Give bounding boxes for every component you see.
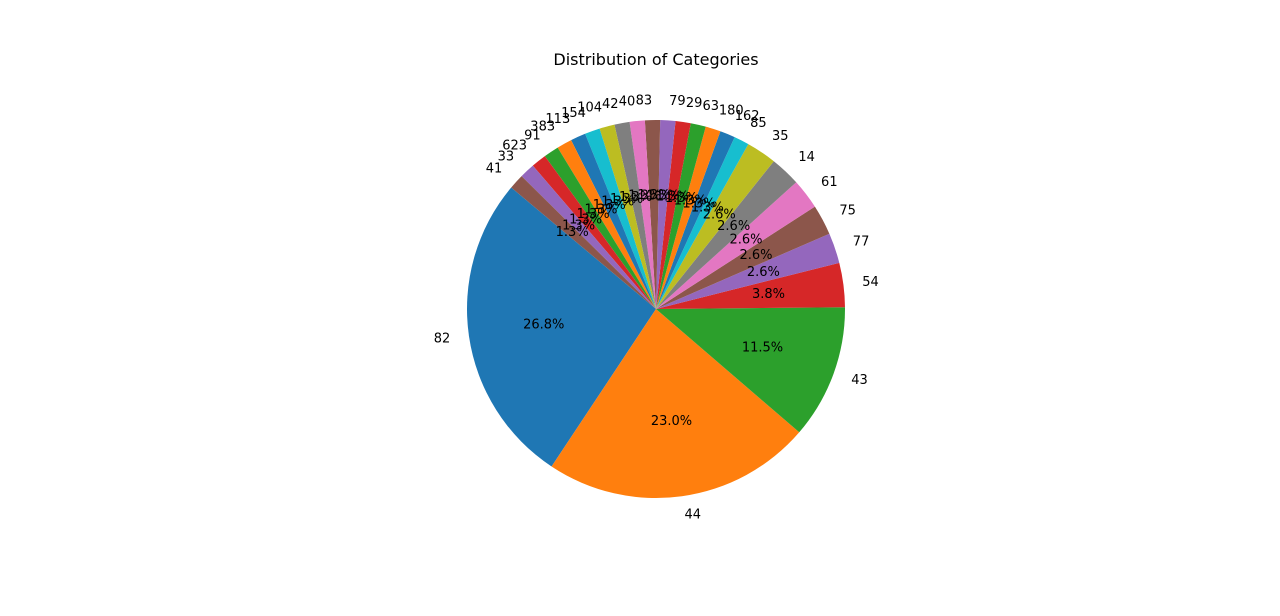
percent-label-85: 1.3% [691,200,724,215]
pie-slice-91 [544,147,656,309]
slice-label-180: 180 [719,103,744,118]
percent-label-61: 2.6% [730,233,763,248]
pie-slice-54 [656,262,845,309]
percent-label-162: 1.3% [682,197,715,212]
percent-label-41: 1.3% [556,225,589,240]
slice-label-29: 29 [686,96,703,111]
slice-label-63: 63 [703,99,720,114]
pie-slice-63 [656,123,706,309]
percent-label-42: 1.3% [619,190,652,205]
slice-label-82: 82 [434,331,451,346]
percent-label-75: 2.6% [739,248,772,263]
slice-label-41: 41 [486,162,503,177]
pie-slice-41 [511,176,656,309]
slice-label-40: 40 [619,95,636,110]
slice-label-43: 43 [851,373,868,388]
percent-label-113: 1.3% [593,198,626,213]
pie-slice-623 [532,156,656,309]
percent-label-40: 1.3% [628,189,661,204]
pie-slice-44 [551,309,800,498]
percent-label-35: 2.6% [703,207,736,222]
pie-slice-61 [656,182,815,309]
slice-label-79: 79 [669,94,686,109]
slice-label-61: 61 [821,175,838,190]
slice-label-35: 35 [772,129,789,144]
slice-label-14: 14 [798,150,815,165]
percent-label-77: 2.6% [747,265,780,280]
pie-slice-383 [557,140,656,309]
percent-label-104: 1.3% [610,192,643,207]
percent-labels: 26.8%23.0%11.5%3.8%2.6%2.6%2.6%2.6%2.6%1… [523,188,785,429]
percent-label-14: 2.6% [717,219,750,234]
slice-label-113: 113 [545,112,570,127]
percent-label-82: 26.8% [523,318,564,333]
pie-slice-77 [656,233,840,309]
pie-slice-29 [656,121,691,309]
pie-slice-85 [656,137,749,309]
pie-slice-83 [644,120,661,309]
slice-label-33: 33 [498,149,515,164]
slice-label-91: 91 [524,129,541,144]
percent-label-44: 23.0% [651,414,692,429]
percent-label-79: 1.3% [647,188,680,203]
pie-slices [467,120,845,498]
percent-label-180: 1.3% [674,193,707,208]
pie-slice-43 [656,307,845,433]
percent-label-54: 3.8% [752,287,785,302]
slice-label-77: 77 [853,234,870,249]
slice-label-85: 85 [750,116,767,131]
slice-label-75: 75 [839,203,856,218]
slice-label-54: 54 [862,275,879,290]
pie-slice-180 [656,126,721,309]
pie-slice-33 [521,165,656,309]
pie-slice-40 [629,120,656,309]
pie-slice-162 [656,131,735,309]
percent-label-623: 1.3% [569,213,602,228]
percent-label-63: 1.3% [665,191,698,206]
slice-label-162: 162 [735,109,760,124]
slice-label-383: 383 [530,120,555,135]
slice-label-42: 42 [602,97,619,112]
percent-label-383: 1.3% [584,202,617,217]
slice-label-83: 83 [636,94,653,109]
percent-label-83: 1.3% [637,188,670,203]
percent-label-29: 1.3% [656,189,689,204]
percent-label-154: 1.3% [601,195,634,210]
slice-label-623: 623 [502,138,527,153]
percent-label-43: 11.5% [742,340,783,355]
pie-slice-154 [585,128,656,309]
pie-slice-14 [656,161,797,309]
pie-slice-42 [614,121,656,309]
pie-slice-79 [656,120,676,309]
percent-label-91: 1.3% [577,207,610,222]
pie-slice-75 [656,206,830,309]
pie-slice-35 [656,144,774,309]
slice-label-154: 154 [561,106,586,121]
slice-label-104: 104 [577,101,602,116]
slice-label-44: 44 [684,507,701,522]
chart-title: Distribution of Categories [553,50,758,69]
pie-slice-82 [467,187,656,467]
percent-label-33: 1.3% [562,219,595,234]
pie-slice-113 [571,133,656,309]
pie-slice-104 [599,124,656,309]
